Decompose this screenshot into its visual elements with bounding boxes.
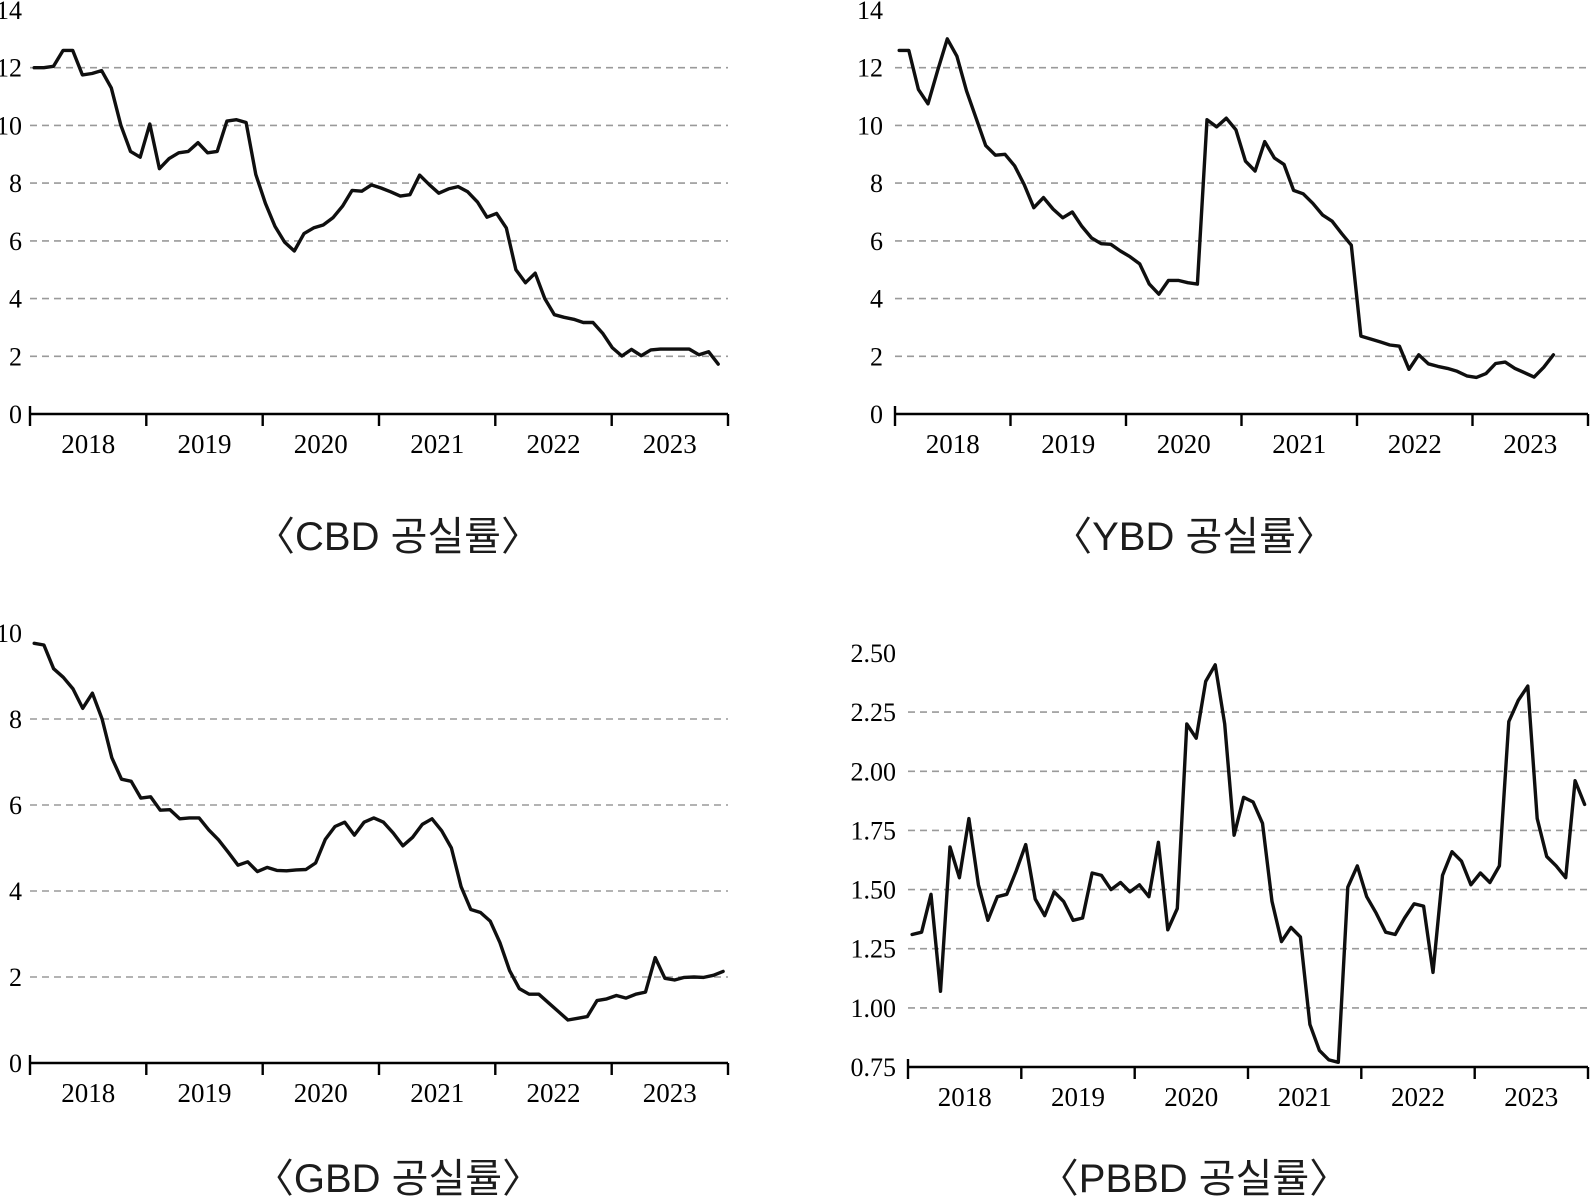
gbd-year-label-2020: 2020 [294, 1078, 348, 1108]
gbd-ytick-label-6: 6 [9, 791, 22, 820]
gbd-year-label-2023: 2023 [643, 1078, 697, 1108]
cbd-ytick-label-0: 0 [9, 400, 22, 429]
gbd-ytick-label-2: 2 [9, 963, 22, 992]
pbbd-ytick-label-2.50: 2.50 [851, 639, 897, 668]
pbbd-year-label-2023: 2023 [1504, 1082, 1558, 1112]
gbd-chart-title: 〈GBD 공실률〉 [253, 1157, 543, 1201]
pbbd-year-label-2019: 2019 [1051, 1082, 1105, 1112]
cbd-line-series [32, 48, 720, 366]
cbd-ytick-label-8: 8 [9, 169, 22, 198]
ybd-year-label-2020: 2020 [1157, 429, 1211, 459]
cbd-ytick-label-6: 6 [9, 227, 22, 256]
pbbd-chart-title: 〈PBBD 공실률〉 [1038, 1157, 1350, 1201]
cbd-year-label-2018: 2018 [61, 429, 115, 459]
ybd-chart-canvas: 0 2 4 6 8 10 12 14 2018 2019 2020 2021 2022 2023 [857, 0, 1590, 459]
ybd-year-label-2023: 2023 [1503, 429, 1557, 459]
gbd-ytick-label-4: 4 [9, 877, 22, 906]
pbbd-ytick-label-1.00: 1.00 [851, 994, 897, 1023]
ybd-chart-title: 〈YBD 공실률〉 [1052, 515, 1336, 559]
pbbd-year-label-2018: 2018 [938, 1082, 992, 1112]
cbd-ytick-label-4: 4 [9, 285, 22, 314]
cbd-year-label-2020: 2020 [294, 429, 348, 459]
pbbd-ytick-label-1.25: 1.25 [851, 935, 897, 964]
pbbd-ytick-label-2.25: 2.25 [851, 698, 897, 727]
ybd-year-label-2018: 2018 [926, 429, 980, 459]
pbbd-chart: 0.75 1.00 1.25 1.50 1.75 2.00 2.25 2.50 2018 2019… [796, 600, 1592, 1120]
gbd-year-label-2018: 2018 [61, 1078, 115, 1108]
cbd-ytick-label-2: 2 [9, 342, 22, 371]
pbbd-ytick-label-2.00: 2.00 [851, 757, 897, 786]
cbd-chart-title: 〈CBD 공실률〉 [255, 515, 541, 559]
cbd-ytick-label-14: 14 [0, 0, 22, 25]
gbd-chart-canvas: 0 2 4 6 8 10 2018 2019 2020 2021 2022 2023 [0, 619, 730, 1108]
ybd-year-label-2022: 2022 [1388, 429, 1442, 459]
ybd-ytick-label-12: 12 [857, 54, 883, 83]
pbbd-chart-canvas: 0.75 1.00 1.25 1.50 1.75 2.00 2.25 2.50 2018 2019… [851, 639, 1590, 1112]
ybd-ytick-label-2: 2 [870, 342, 883, 371]
ybd-ytick-label-6: 6 [870, 227, 883, 256]
gbd-chart: 0 2 4 6 8 10 2018 2019 2020 2021 2022 2023 [0, 600, 796, 1120]
cbd-year-label-2021: 2021 [410, 429, 464, 459]
gbd-ytick-label-8: 8 [9, 705, 22, 734]
gbd-line-series [32, 641, 725, 1022]
ybd-year-label-2021: 2021 [1272, 429, 1326, 459]
pbbd-ytick-label-1.50: 1.50 [851, 876, 897, 905]
ybd-chart: 0 2 4 6 8 10 12 14 2018 2019 2020 2021 2022 2023 [796, 0, 1592, 480]
pbbd-year-label-2021: 2021 [1278, 1082, 1332, 1112]
cbd-year-label-2022: 2022 [527, 429, 581, 459]
cbd-year-label-2019: 2019 [178, 429, 232, 459]
pbbd-ytick-label-0.75: 0.75 [851, 1053, 897, 1082]
cbd-ytick-label-12: 12 [0, 54, 22, 83]
ybd-ytick-label-10: 10 [857, 111, 883, 140]
gbd-year-label-2022: 2022 [527, 1078, 581, 1108]
ybd-line-series [897, 37, 1556, 380]
ybd-ytick-label-8: 8 [870, 169, 883, 198]
ybd-ytick-label-4: 4 [870, 285, 883, 314]
gbd-year-label-2021: 2021 [410, 1078, 464, 1108]
ybd-ytick-label-0: 0 [870, 400, 883, 429]
gbd-ytick-label-0: 0 [9, 1049, 22, 1078]
cbd-chart-canvas: 0 2 4 6 8 10 12 14 2018 2019 2020 2021 2022 2023 [0, 0, 730, 459]
cbd-chart: 0 2 4 6 8 10 12 14 2018 2019 2020 2021 2022 2023 [0, 0, 796, 480]
pbbd-year-label-2020: 2020 [1164, 1082, 1218, 1112]
pbbd-ytick-label-1.75: 1.75 [851, 816, 897, 845]
gbd-year-label-2019: 2019 [178, 1078, 232, 1108]
pbbd-line-series [910, 663, 1587, 1064]
gbd-ytick-label-10: 10 [0, 619, 22, 648]
pbbd-year-label-2022: 2022 [1391, 1082, 1445, 1112]
ybd-ytick-label-14: 14 [857, 0, 883, 25]
cbd-year-label-2023: 2023 [643, 429, 697, 459]
cbd-ytick-label-10: 10 [0, 111, 22, 140]
ybd-year-label-2019: 2019 [1041, 429, 1095, 459]
